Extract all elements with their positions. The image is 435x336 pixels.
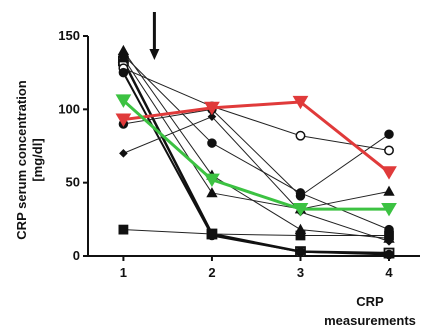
- series-2: [118, 55, 395, 259]
- x-axis-title-line2: measurements: [324, 313, 416, 328]
- series-8-point-2: [207, 112, 217, 121]
- series-11-point-3: [292, 202, 309, 217]
- series-10-point-1: [115, 113, 132, 127]
- x-tick-label-2: 2: [208, 265, 215, 280]
- series-5-point-3: [295, 246, 306, 257]
- series-2-line: [122, 60, 390, 255]
- series-5-point-1: [118, 67, 129, 78]
- y-tick-label-100: 100: [58, 101, 80, 116]
- x-axis-title-line1: CRP: [356, 294, 384, 309]
- y-axis-title-line1: CRP serum concentration: [14, 80, 29, 239]
- series-10-line: [123, 100, 390, 174]
- x-tick-label-1: 1: [120, 265, 127, 280]
- series-5-point-4: [384, 249, 394, 260]
- arrow-head: [149, 49, 160, 60]
- series-9-point-2: [207, 229, 217, 239]
- series-5: [118, 67, 394, 260]
- series-11: [115, 94, 397, 217]
- series-9: [118, 224, 394, 241]
- series-3-point-2: [207, 138, 217, 148]
- series-9-point-4: [384, 230, 394, 241]
- series-6-point-4: [383, 185, 395, 196]
- series-4-point-3: [295, 130, 306, 141]
- series-6-point-2: [206, 187, 218, 198]
- y-tick-label-0: 0: [73, 248, 80, 263]
- series-9-line: [123, 229, 390, 236]
- series-8-point-1: [119, 149, 128, 158]
- x-tick-label-4: 4: [385, 265, 393, 280]
- series-11-point-2: [204, 173, 220, 188]
- series-10-point-4: [381, 166, 397, 180]
- series-4-point-4: [384, 145, 394, 156]
- series-7-point-4: [384, 129, 394, 140]
- series-10-point-2: [204, 101, 220, 116]
- series-6-line: [122, 57, 390, 210]
- y-axis-title-line2: [mg/dl]: [30, 138, 45, 181]
- series-6-point-1: [117, 52, 130, 63]
- series-11-point-1: [115, 94, 132, 108]
- series-7-line: [123, 108, 390, 197]
- series-9-point-1: [118, 224, 129, 235]
- y-tick-label-50: 50: [66, 175, 80, 190]
- series-3-line: [123, 54, 390, 231]
- series-10-point-3: [292, 95, 309, 110]
- series-8-line: [123, 116, 390, 242]
- series-4-line: [123, 67, 390, 151]
- series-9-point-3: [295, 230, 306, 241]
- y-tick-label-150: 150: [58, 28, 80, 43]
- x-tick-label-3: 3: [297, 265, 304, 280]
- series-5-line: [122, 72, 390, 256]
- series-10: [115, 95, 397, 180]
- series-11-point-4: [381, 202, 397, 217]
- series-7: [118, 104, 394, 201]
- plot-area: 0 50 100 150 1 2 3 4: [58, 12, 420, 280]
- series-7-point-3: [295, 191, 306, 201]
- y-axis-title: CRP serum concentration [mg/dl]: [14, 80, 45, 239]
- series-11-line: [122, 99, 390, 211]
